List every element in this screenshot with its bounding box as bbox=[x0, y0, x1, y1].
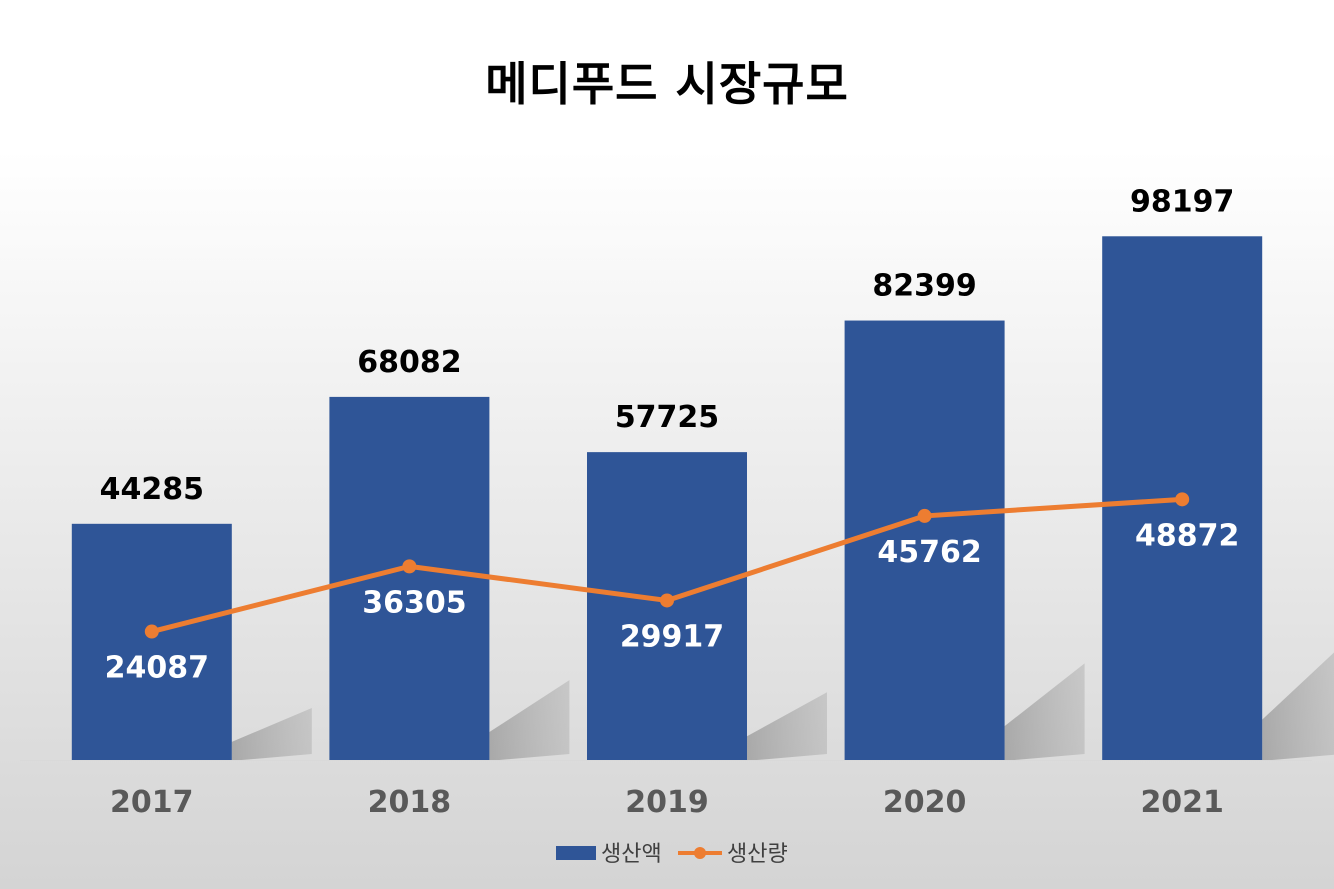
line-series bbox=[144, 492, 1190, 639]
legend-line-marker bbox=[694, 847, 706, 859]
bar-value-label: 68082 bbox=[357, 345, 461, 380]
bar-value-label: 57725 bbox=[615, 400, 719, 435]
line-value-label: 45762 bbox=[877, 535, 981, 570]
bar-value-label: 98197 bbox=[1130, 184, 1234, 219]
bar-shadows bbox=[231, 652, 1334, 760]
line-point-2019 bbox=[660, 593, 674, 608]
line-value-label: 29917 bbox=[620, 619, 724, 654]
bar-shadow bbox=[489, 680, 570, 760]
line-point-2017 bbox=[144, 624, 159, 639]
x-tick-label: 2020 bbox=[883, 785, 967, 820]
data-labels: 44285 68082 57725 82399 98197 24087 36305 29917… bbox=[100, 184, 1240, 685]
bar-2020 bbox=[844, 320, 1005, 760]
line-point-2018 bbox=[402, 559, 417, 574]
line-value-label: 36305 bbox=[362, 585, 466, 620]
line-point-2021 bbox=[1175, 492, 1190, 507]
line-point-2020 bbox=[917, 508, 932, 523]
legend-label-line: 생산량 bbox=[727, 842, 788, 867]
x-axis: 2017 2018 2019 2020 2021 bbox=[110, 785, 1224, 820]
bar-shadow bbox=[747, 692, 827, 760]
x-tick-label: 2019 bbox=[625, 785, 709, 820]
x-tick-label: 2017 bbox=[110, 785, 194, 820]
chart-title: 메디푸드 시장규모 bbox=[485, 57, 849, 111]
bar-value-label: 82399 bbox=[872, 269, 976, 304]
bar-shadow bbox=[1004, 663, 1085, 760]
bars bbox=[71, 236, 1263, 761]
bar-shadow bbox=[231, 708, 312, 760]
line-value-label: 24087 bbox=[105, 651, 209, 686]
bar-shadow bbox=[1262, 652, 1334, 760]
line-value-label: 48872 bbox=[1135, 518, 1239, 553]
bar-value-label: 44285 bbox=[100, 472, 204, 507]
bar-2017 bbox=[71, 523, 232, 760]
legend: 생산액 생산량 bbox=[556, 842, 788, 867]
x-tick-label: 2021 bbox=[1140, 785, 1224, 820]
legend-bar-swatch bbox=[556, 846, 596, 860]
legend-label-bar: 생산액 bbox=[601, 842, 662, 867]
x-tick-label: 2018 bbox=[368, 785, 452, 820]
